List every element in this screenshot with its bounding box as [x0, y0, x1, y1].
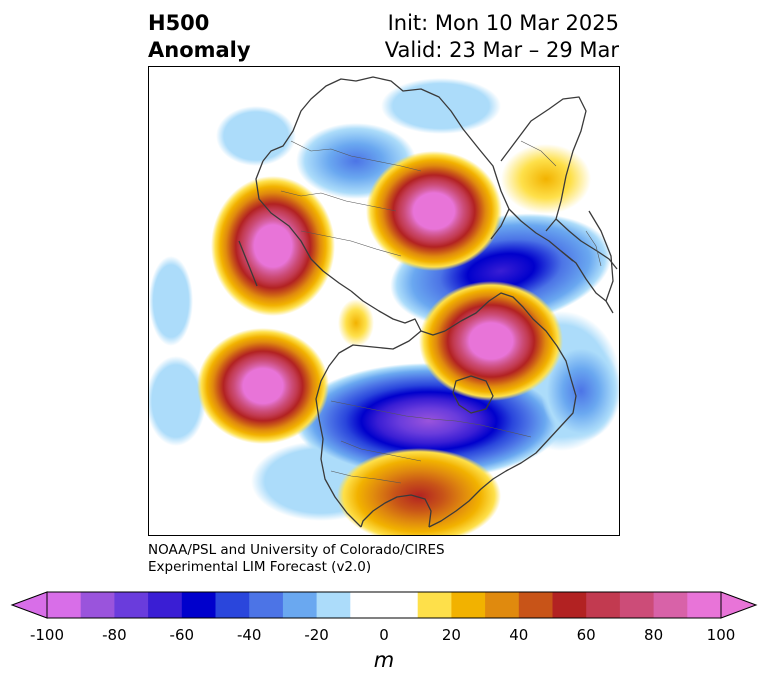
colorbar-cell: [417, 592, 452, 618]
colorbar-tick-label: 60: [576, 626, 596, 644]
central-pacific-ridge: [197, 328, 329, 444]
colorbar-cell: [384, 592, 419, 618]
colorbar-tick-label: -60: [169, 626, 195, 644]
colorbar-cell: [47, 592, 82, 618]
colorbar-right-extend: [720, 591, 758, 619]
forecast-dates: Init: Mon 10 Mar 2025 Valid: 23 Mar – 29…: [385, 10, 619, 64]
colorbar: [10, 591, 758, 619]
anomaly-map: [148, 66, 620, 536]
colorbar-cell: [485, 592, 520, 618]
colorbar-tick-label: -100: [29, 626, 65, 644]
colorbar-tick-label: 100: [706, 626, 736, 644]
colorbar-cell: [114, 592, 149, 618]
siberia-arctic-ridge: [211, 176, 335, 316]
colorbar-tick-label: 20: [441, 626, 461, 644]
title-line-2: Anomaly: [148, 38, 251, 62]
colorbar-cell: [619, 592, 655, 618]
credit: NOAA/PSL and University of Colorado/CIRE…: [148, 542, 445, 576]
title-line-1: H500: [148, 11, 210, 35]
anomaly-map-svg: [149, 76, 619, 535]
coastlines: [238, 76, 618, 528]
colorbar-unit: m: [373, 648, 395, 672]
colorbar-cell: [316, 592, 351, 618]
colorbar-tick-label: 40: [509, 626, 529, 644]
colorbar-cell: [80, 592, 115, 618]
colorbar-tick-label: -80: [102, 626, 127, 644]
colorbar-tick-label: -20: [304, 626, 329, 644]
colorbar-tick-labels: -100 -80 -60 -40 -20 0 20 40 60 80 100: [0, 626, 768, 646]
colorbar-tick-label: 0: [379, 626, 389, 644]
colorbar-left-extend: [10, 591, 48, 619]
colorbar-cell: [249, 592, 284, 618]
colorbar-cell: [687, 592, 722, 618]
colorbar-cell: [518, 592, 553, 618]
colorbar-cell: [282, 592, 318, 618]
init-date: Init: Mon 10 Mar 2025: [387, 11, 619, 35]
valid-date: Valid: 23 Mar – 29 Mar: [384, 38, 619, 62]
scandinavia-ridge: [501, 144, 591, 214]
gulf-of-mexico-ridge: [337, 448, 501, 535]
colorbar-cell: [552, 592, 587, 618]
positive-anomalies: [197, 144, 591, 535]
map-title: H500 Anomaly: [148, 10, 251, 64]
colorbar-cell: [215, 592, 250, 618]
colorbar-tick-label: 80: [644, 626, 664, 644]
colorbar-outline: [46, 591, 722, 619]
colorbar-cell: [350, 592, 385, 618]
credit-line-1: NOAA/PSL and University of Colorado/CIRE…: [148, 542, 445, 558]
alaska-ne-pacific-ridge: [366, 151, 502, 271]
political-borders: [280, 140, 602, 484]
colorbar-tick-label: -40: [236, 626, 262, 644]
colorbar-cell: [181, 592, 216, 618]
colorbar-cell: [451, 592, 486, 618]
colorbar-cell: [586, 592, 621, 618]
colorbar-cell: [148, 592, 183, 618]
credit-line-2: Experimental LIM Forecast (v2.0): [148, 559, 372, 575]
colorbar-cell: [653, 592, 688, 618]
